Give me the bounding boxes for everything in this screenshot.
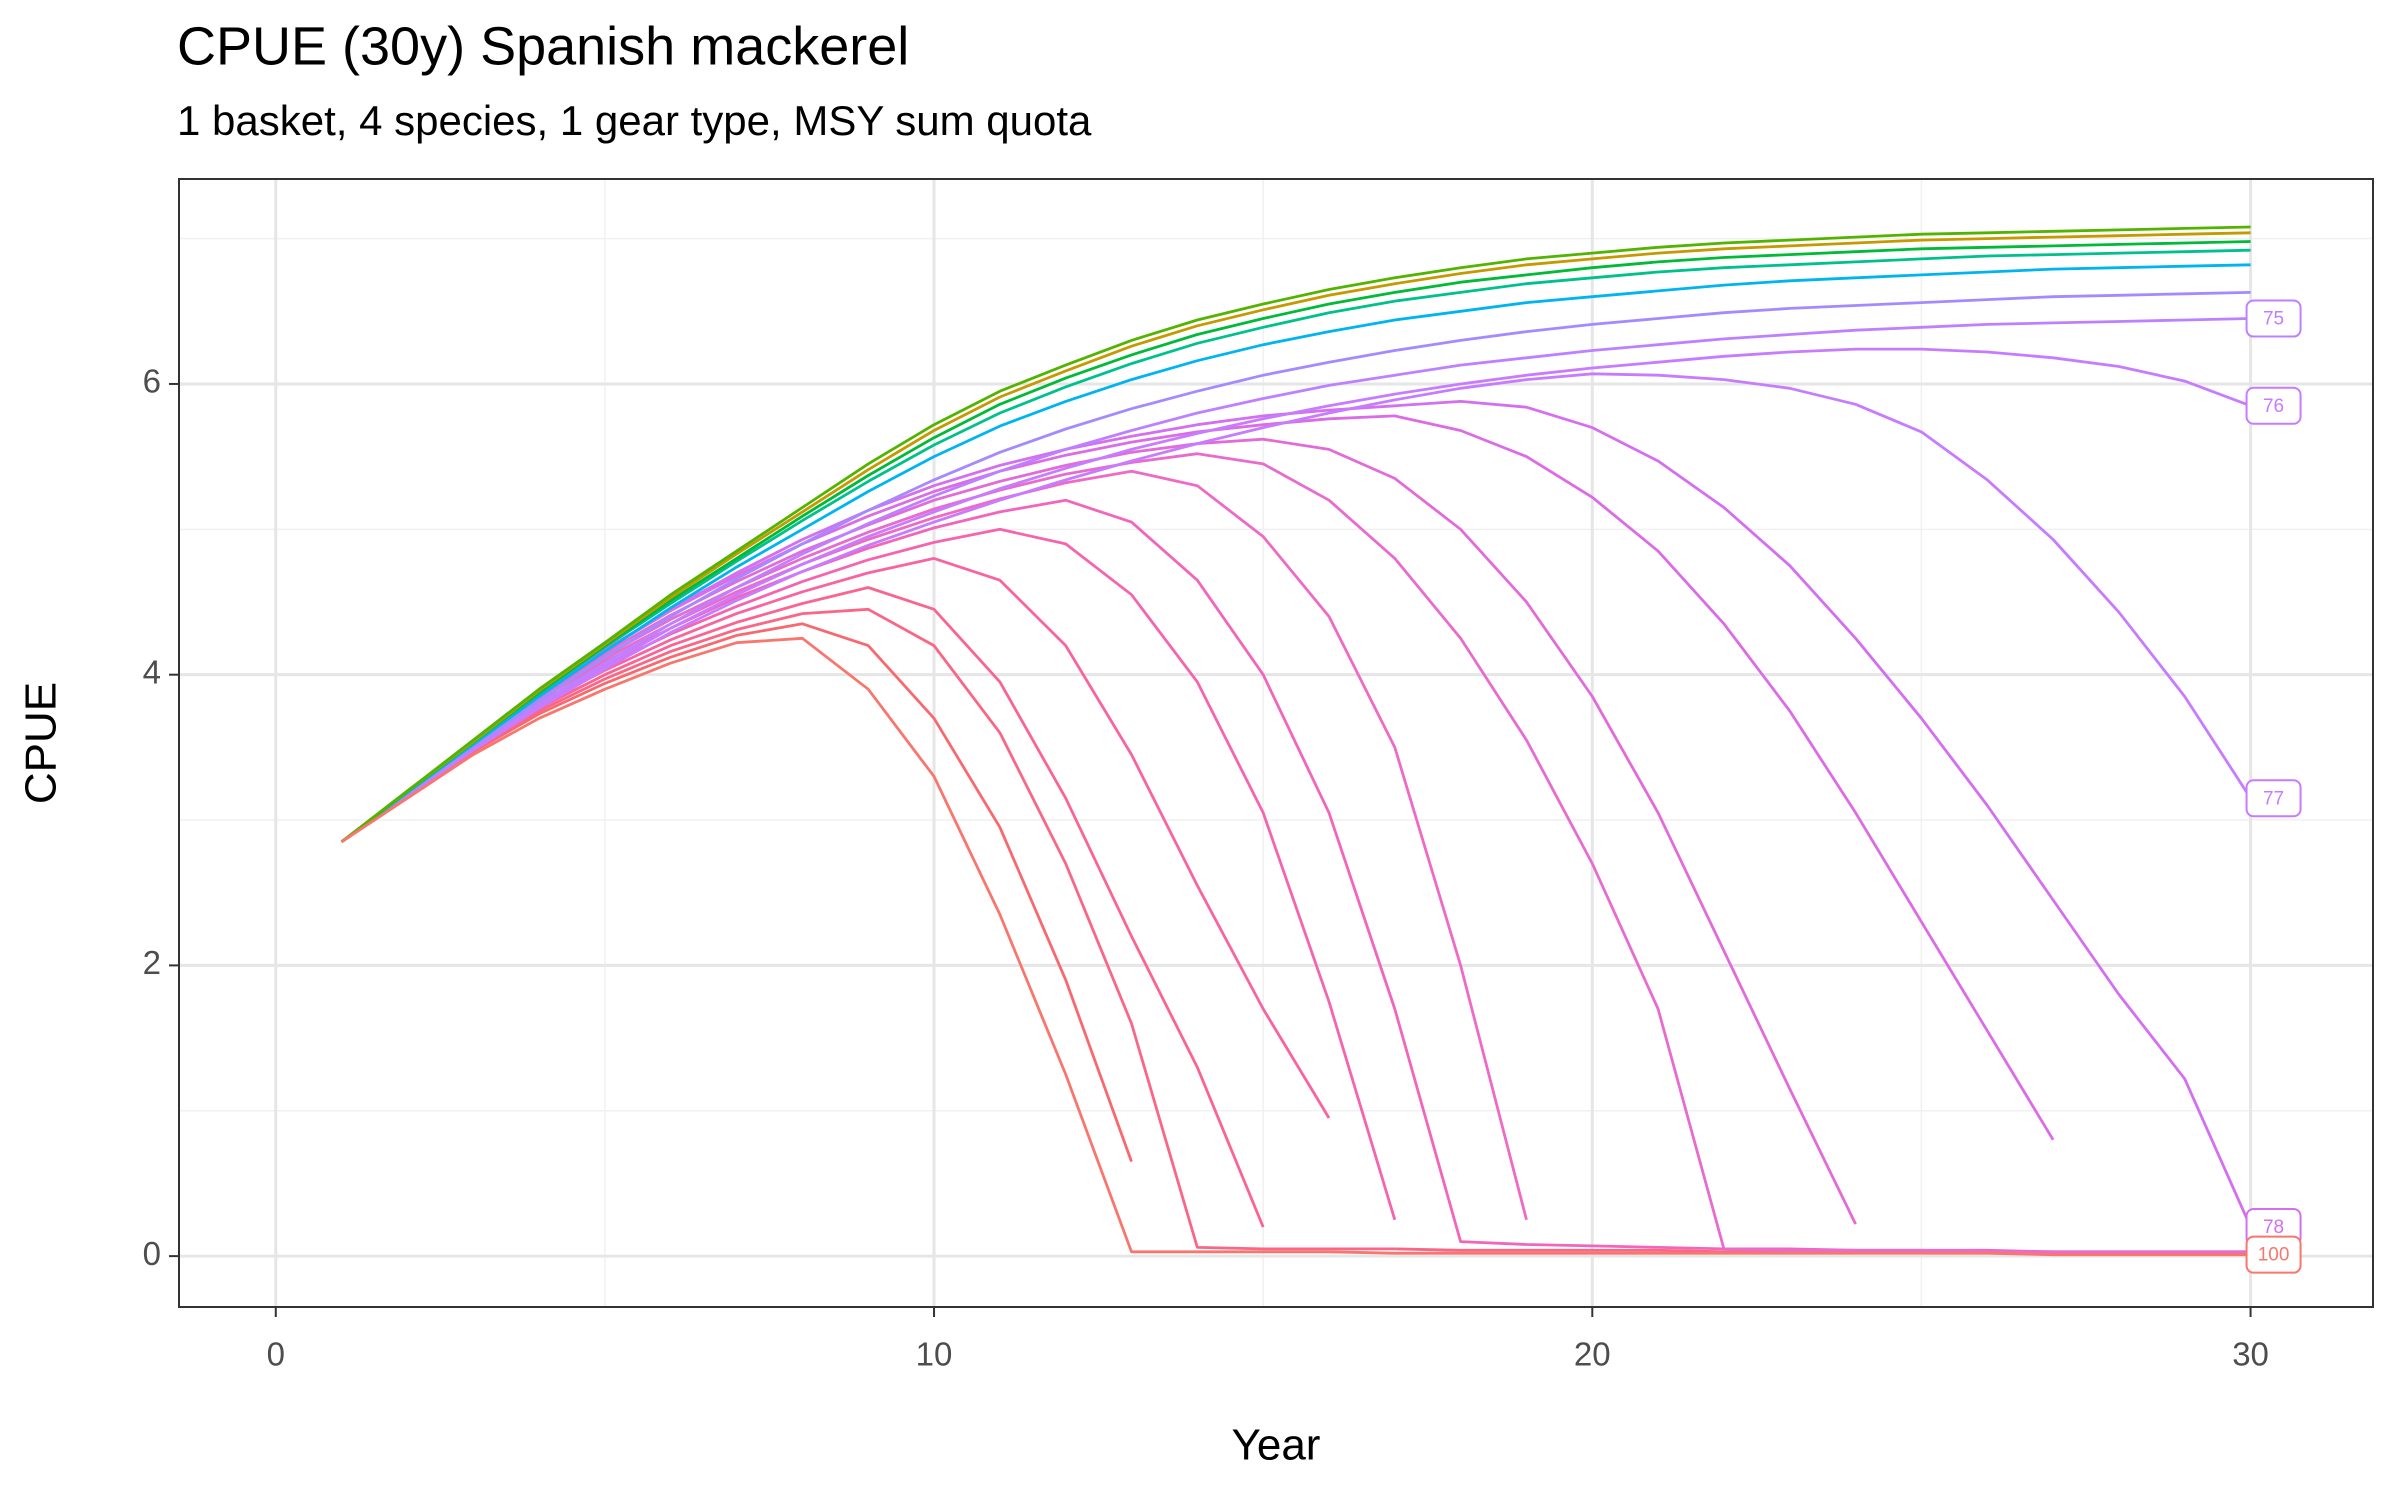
end-label-text: 76 bbox=[2263, 396, 2284, 417]
x-tick-label: 0 bbox=[267, 1336, 285, 1373]
end-label-text: 78 bbox=[2263, 1217, 2284, 1238]
end-label: 100 bbox=[2245, 1235, 2302, 1274]
y-tick-label: 6 bbox=[143, 363, 161, 400]
series-line bbox=[340, 291, 2251, 843]
end-label-text: 77 bbox=[2263, 788, 2284, 809]
series-line bbox=[340, 372, 2252, 843]
y-axis-label: CPUE bbox=[17, 682, 66, 804]
end-label: 76 bbox=[2245, 386, 2302, 425]
end-label: 75 bbox=[2245, 299, 2302, 338]
series-line bbox=[340, 231, 2251, 843]
series-line bbox=[340, 225, 2251, 843]
x-tick-label: 30 bbox=[2232, 1336, 2269, 1373]
series-line bbox=[340, 437, 1857, 1225]
end-label-box bbox=[2245, 1235, 2302, 1274]
series-line bbox=[340, 414, 2055, 1141]
end-label-text: 75 bbox=[2263, 309, 2284, 330]
end-label-text: 100 bbox=[2258, 1245, 2290, 1266]
x-tick-label: 10 bbox=[916, 1336, 953, 1373]
end-label: 77 bbox=[2245, 779, 2302, 818]
x-axis-label: Year bbox=[1232, 1421, 1321, 1470]
series-line bbox=[340, 248, 2251, 843]
x-tick-label: 20 bbox=[1574, 1336, 1611, 1373]
series-line bbox=[340, 498, 2251, 1254]
end-label-box bbox=[2245, 386, 2302, 425]
chart-title: CPUE (30y) Spanish mackerel bbox=[177, 16, 909, 76]
y-tick-label: 4 bbox=[143, 653, 161, 690]
chart-subtitle: 1 basket, 4 species, 1 gear type, MSY su… bbox=[177, 97, 1092, 144]
y-tick-label: 2 bbox=[143, 944, 161, 981]
series-line bbox=[340, 347, 2252, 843]
series-line bbox=[340, 240, 2251, 843]
series-line bbox=[340, 586, 1265, 1228]
y-tick-label: 0 bbox=[143, 1235, 161, 1272]
series-line bbox=[340, 452, 2251, 1254]
end-label-box bbox=[2245, 779, 2302, 818]
series-line bbox=[340, 636, 2251, 1257]
series-line bbox=[340, 527, 1397, 1221]
end-label-box bbox=[2245, 299, 2302, 338]
series-line bbox=[340, 317, 2251, 843]
series-line bbox=[340, 607, 2251, 1255]
series-line bbox=[340, 263, 2251, 843]
series-line bbox=[340, 400, 2252, 1228]
plot-border bbox=[178, 178, 2374, 1308]
